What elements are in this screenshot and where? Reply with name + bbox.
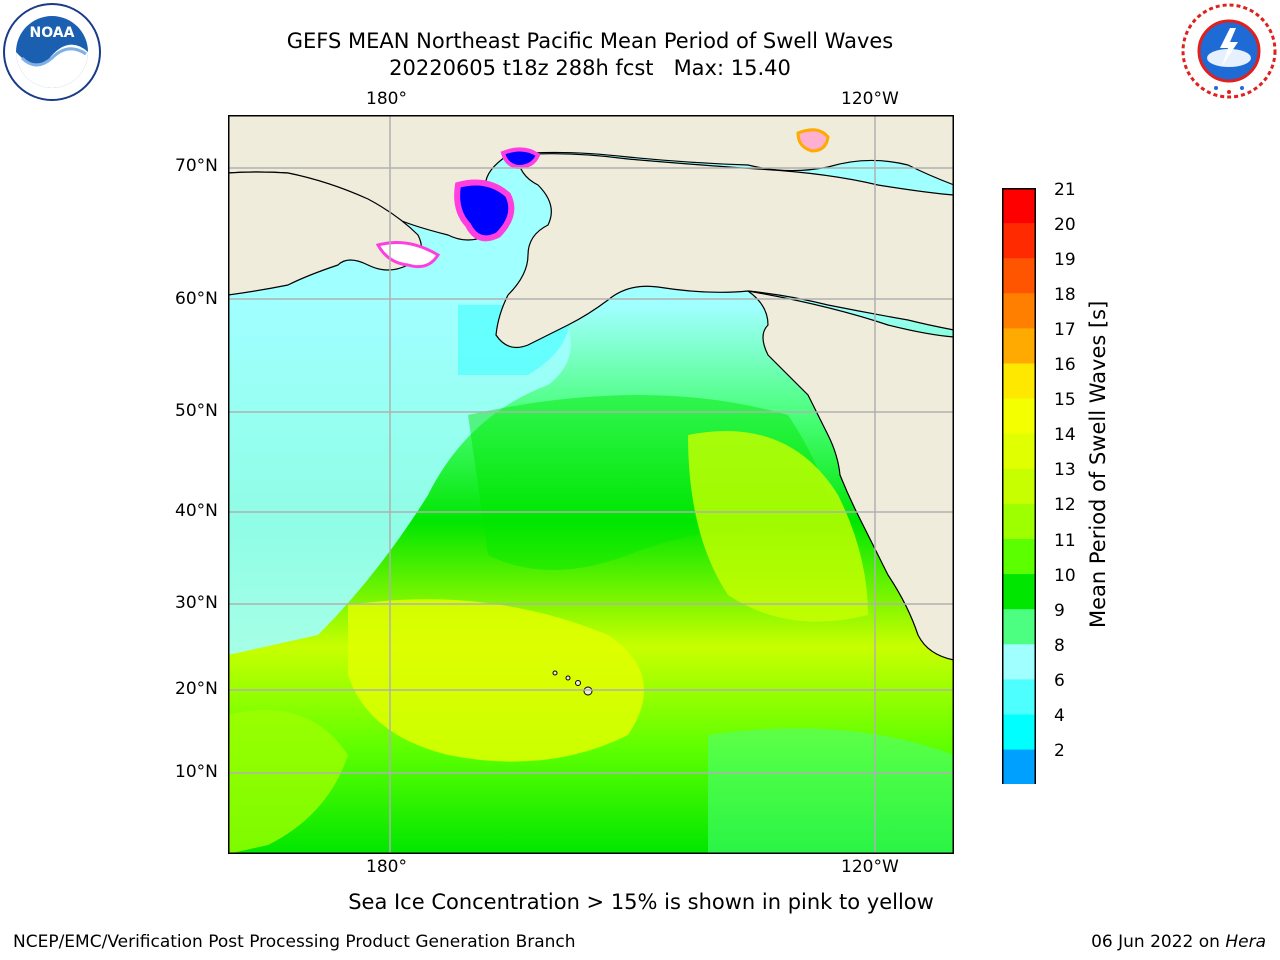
colorbar-tick-9: 9 [1054,601,1065,621]
sea-ice-note: Sea Ice Concentration > 15% is shown in … [348,890,934,914]
lat-label-10n: 10°N [175,762,218,782]
lat-label-70n: 70°N [175,156,218,176]
noaa-logo: NOAA [2,2,102,102]
colorbar-tick-17: 17 [1054,320,1076,340]
colorbar-segment [1002,644,1036,680]
colorbar-segment [1002,574,1036,610]
colorbar-segment [1002,609,1036,645]
lat-label-20n: 20°N [175,679,218,699]
colorbar-tick-10: 10 [1054,566,1076,586]
colorbar-tick-13: 13 [1054,460,1076,480]
colorbar-tick-12: 12 [1054,495,1076,515]
colorbar-segment [1002,468,1036,505]
colorbar-tick-6: 6 [1054,671,1065,691]
top-lon-label-120w: 120°W [841,89,899,109]
colorbar-frame [1002,188,1036,820]
colorbar-segment [1002,223,1036,259]
green-swell-zone-southeast [708,728,954,854]
colorbar-segment [1002,679,1036,715]
colorbar-tick-4: 4 [1054,706,1065,726]
sea-ice-patch-north [500,147,541,170]
colorbar-tick-11: 11 [1054,531,1076,551]
footer-credit: NCEP/EMC/Verification Post Processing Pr… [13,932,576,952]
colorbar-segment [1002,749,1036,786]
colorbar-tick-20: 20 [1054,215,1076,235]
colorbar-tick-18: 18 [1054,285,1076,305]
map-panel [227,114,955,854]
hawaii-island-big [583,686,593,696]
hawaii-island-1 [552,670,558,676]
sea-ice-patch-anadyr [375,241,441,269]
colorbar-segment [1002,433,1036,470]
colorbar [1001,188,1037,849]
colorbar-tick-2: 2 [1054,741,1065,761]
colorbar-segment [1002,293,1036,329]
top-lon-label-180: 180° [366,89,407,109]
colorbar-tick-19: 19 [1054,250,1076,270]
colorbar-segment [1002,363,1036,400]
map-frame [228,115,954,854]
hawaii-island-3 [575,680,581,686]
colorbar-tick-21: 21 [1054,180,1076,200]
colorbar-segment [1002,539,1036,575]
colorbar-segment [1002,188,1036,224]
colorbar-segment [1002,258,1036,294]
bottom-lon-label-120w: 120°W [841,857,899,877]
colorbar-tick-16: 16 [1054,355,1076,375]
yellow-green-zone-southwest [228,710,348,854]
lat-label-50n: 50°N [175,401,218,421]
map-gridlines [228,115,954,854]
noaa-logo-text: NOAA [30,25,75,41]
nws-logo [1180,2,1278,100]
title-line-1: GEFS MEAN Northeast Pacific Mean Period … [286,29,894,53]
colorbar-tick-8: 8 [1054,636,1065,656]
lat-label-40n: 40°N [175,501,218,521]
land-north-america-west [747,290,955,661]
colorbar-segment [1002,503,1036,540]
footer-date-text: 06 Jun 2022 on [1091,932,1226,952]
yellow-swell-zone-east [688,431,868,622]
colorbar-svg [1001,188,1037,849]
chart-title: GEFS MEAN Northeast Pacific Mean Period … [0,28,1180,82]
colorbar-segment [1002,328,1036,364]
yellow-swell-zone-central [348,599,644,762]
sea-ice-patch-chukchi [454,179,515,242]
hawaii-island-2 [565,675,571,681]
colorbar-segment [1002,714,1036,751]
cyan-swell-region [228,305,571,655]
lat-label-30n: 30°N [175,593,218,613]
bottom-lon-label-180: 180° [366,857,407,877]
footer-date: 06 Jun 2022 on Hera [1091,932,1266,952]
colorbar-segment [1002,398,1036,435]
sea-ice-patch-beaufort [796,128,830,153]
colorbar-label: Mean Period of Swell Waves [s] [1086,300,1110,628]
colorbar-tick-14: 14 [1054,425,1076,445]
title-line-2: 20220605 t18z 288h fcst Max: 15.40 [389,56,791,80]
colorbar-tick-15: 15 [1054,390,1076,410]
lat-label-60n: 60°N [175,289,218,309]
footer-host: Hera [1225,932,1266,952]
